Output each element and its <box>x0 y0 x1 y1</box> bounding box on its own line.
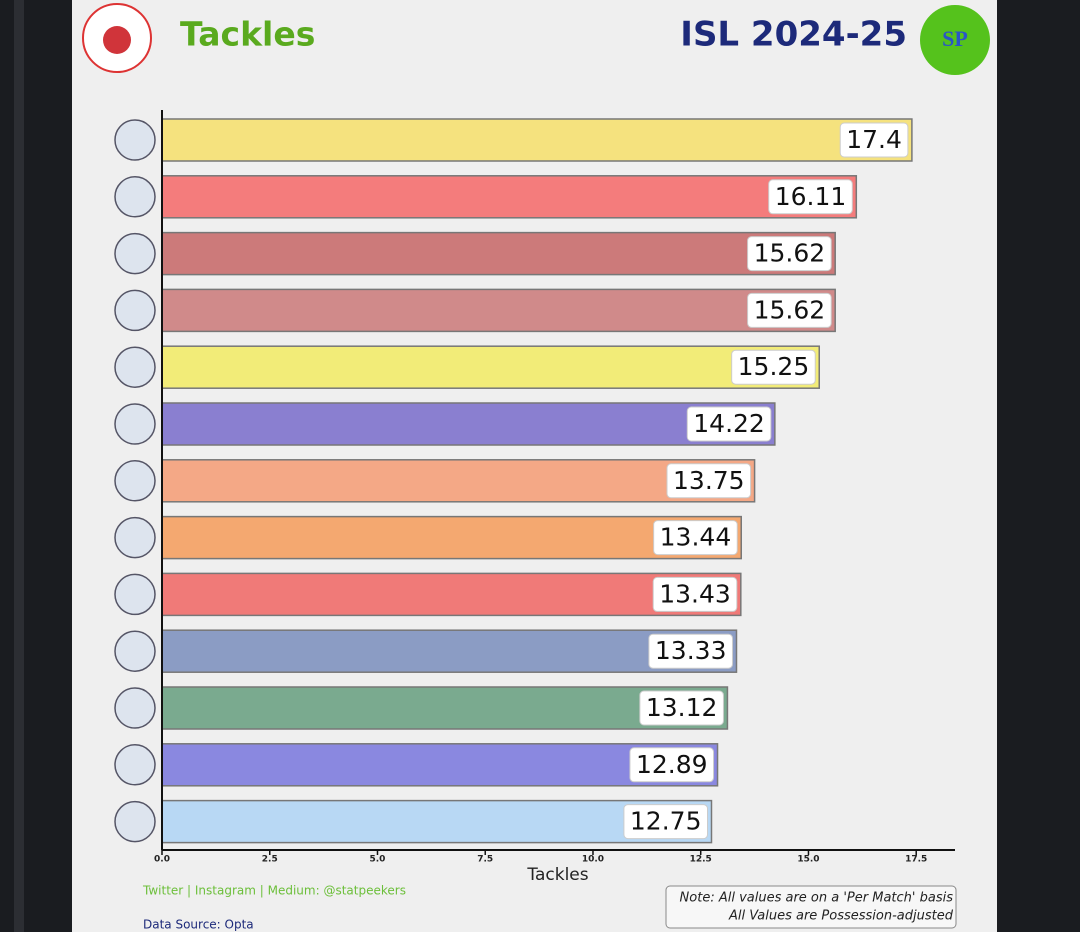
league-logo-mark <box>103 26 131 54</box>
x-tick-label: 2.5 <box>262 855 278 865</box>
value-label-box <box>623 804 708 840</box>
frame-edge <box>14 0 24 932</box>
value-label-box <box>652 576 738 612</box>
bar <box>161 345 820 389</box>
team-logo <box>114 573 156 616</box>
x-tick-label: 0.0 <box>154 855 170 865</box>
team-logo <box>114 516 156 559</box>
value-label: 12.75 <box>630 807 702 836</box>
team-logo <box>114 744 156 786</box>
brand-logo <box>920 5 990 75</box>
bar <box>161 629 738 673</box>
team-logo <box>114 289 156 332</box>
value-label-box <box>639 690 724 726</box>
bar <box>161 231 836 276</box>
value-label: 13.33 <box>655 636 727 665</box>
chart-title: Tackles <box>180 15 315 54</box>
x-tick-label: 5.0 <box>370 855 386 865</box>
x-tick-label: 7.5 <box>477 855 493 865</box>
brand-text: SP <box>942 26 968 51</box>
value-label: 13.43 <box>659 579 731 608</box>
value-label-box <box>629 747 715 783</box>
team-logo <box>114 176 156 218</box>
value-label: 13.12 <box>646 693 718 722</box>
team-logo <box>114 346 156 388</box>
value-label-box <box>747 292 832 328</box>
x-axis-label: Tackles <box>526 865 588 885</box>
bar <box>161 118 913 162</box>
value-label-box <box>731 349 816 385</box>
value-label: 14.22 <box>693 409 765 438</box>
bar <box>161 686 729 730</box>
bar <box>161 459 756 503</box>
value-label: 13.44 <box>660 523 732 552</box>
note: Note: All values are on a 'Per Match' ba… <box>680 891 954 906</box>
bar <box>161 402 776 446</box>
value-label: 13.75 <box>673 466 745 495</box>
value-label: 15.25 <box>738 352 810 381</box>
x-tick-label: 10.0 <box>582 855 604 865</box>
value-label-box <box>666 463 752 499</box>
note-box <box>665 885 957 929</box>
team-logo <box>114 403 156 445</box>
value-label-box <box>839 122 909 158</box>
value-label-box <box>747 236 832 272</box>
team-logo <box>114 119 156 161</box>
x-tick-label: 12.5 <box>690 855 712 865</box>
source: Data Source: Opta <box>143 918 254 932</box>
x-tick-label: 15.0 <box>797 855 819 865</box>
value-label: 17.4 <box>846 125 902 154</box>
value-label-box <box>653 520 738 556</box>
value-label: 15.62 <box>754 239 826 268</box>
x-tick-label: 17.5 <box>905 855 927 865</box>
value-label: 12.89 <box>636 750 708 779</box>
value-label-box <box>686 406 772 442</box>
value-label: 15.62 <box>754 295 826 324</box>
bar <box>161 175 858 219</box>
team-logo <box>114 687 156 729</box>
team-logo <box>114 232 156 275</box>
team-logo <box>114 630 156 672</box>
value-label-box <box>768 179 853 215</box>
team-logo <box>114 460 156 502</box>
bar <box>161 288 836 333</box>
footer: Twitter | Instagram | Medium: @statpeeke… <box>142 884 406 898</box>
team-logo <box>114 800 156 843</box>
value-label-box <box>648 633 733 669</box>
note: All Values are Possession-adjusted <box>728 909 954 924</box>
value-label: 16.11 <box>775 182 847 211</box>
chart-subtitle: ISL 2024-25 <box>680 15 907 55</box>
bar <box>161 743 719 787</box>
